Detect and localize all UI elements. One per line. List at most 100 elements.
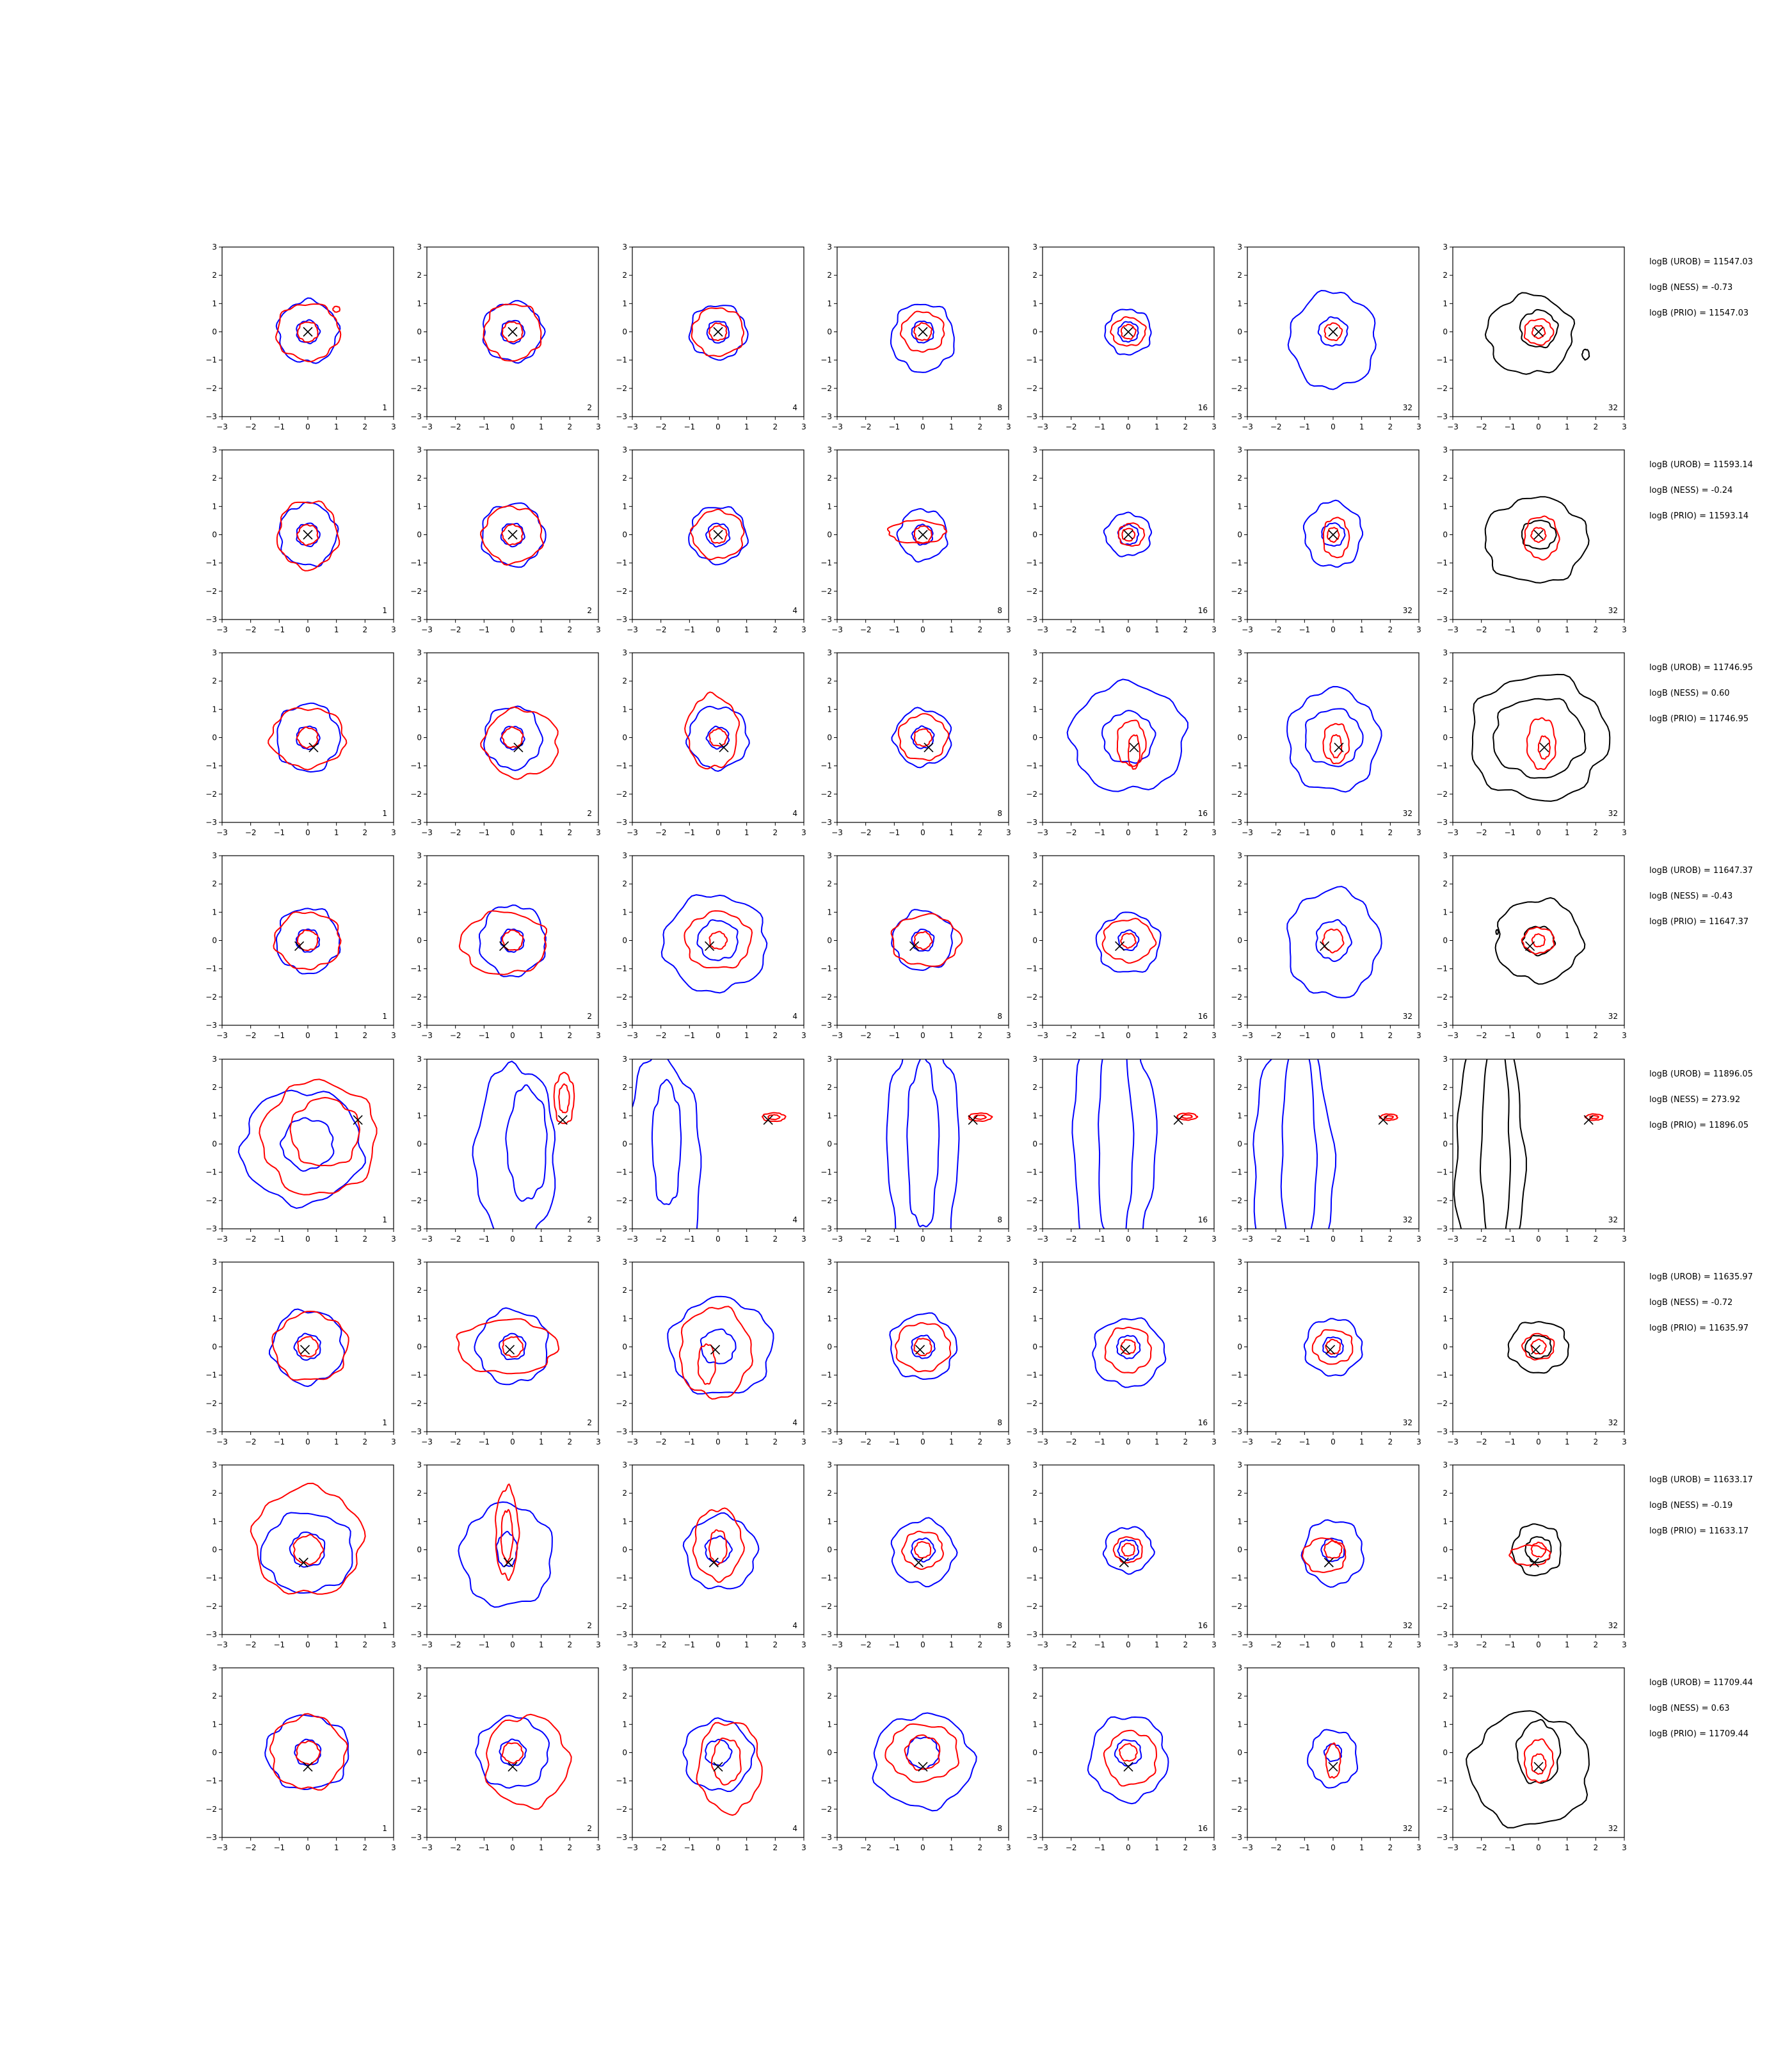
y-tick-label: −1: [820, 559, 832, 568]
y-tick-label: 0: [1237, 1140, 1242, 1149]
panel-corner-label: 16: [1198, 403, 1208, 412]
panel-r7-c2: −3 −2 −1 0 1 2 3 −3 −2 −1 0 1 2 3 2: [410, 1460, 601, 1649]
x-tick-label: 3: [801, 1031, 806, 1040]
x-tick-label: −3: [627, 1437, 638, 1446]
y-tick-label: 0: [827, 936, 832, 945]
x-tick-label: −1: [1504, 625, 1516, 634]
y-tick-label: −1: [205, 1574, 217, 1583]
y-tick-label: −2: [1231, 384, 1242, 393]
red-contour: [886, 519, 948, 544]
y-tick-label: −2: [820, 790, 832, 799]
panel-corner-label: 4: [792, 1418, 797, 1427]
x-tick-label: −1: [1299, 422, 1310, 431]
x-tick-label: −3: [216, 1843, 228, 1852]
red-contour: [696, 1722, 763, 1816]
outer-contour: [682, 1717, 756, 1793]
y-tick-label: 2: [622, 271, 627, 280]
plot-area: [1066, 678, 1188, 792]
outer-contour: [1087, 1716, 1169, 1805]
outer-contour: [890, 303, 955, 373]
y-tick-label: −2: [616, 1805, 627, 1814]
y-tick-label: 2: [1032, 474, 1037, 483]
y-tick-label: 0: [1032, 1748, 1037, 1757]
x-tick-label: −2: [655, 1437, 667, 1446]
true-value-marker: [503, 1557, 513, 1567]
y-tick-label: 0: [212, 1748, 217, 1757]
x-tick-label: −1: [478, 1640, 490, 1649]
plot-area: [632, 1059, 787, 1229]
outer-contour: [264, 1714, 349, 1791]
true-value-marker: [968, 1115, 978, 1125]
x-tick-label: −3: [1242, 1437, 1253, 1446]
x-tick-label: 2: [1594, 828, 1599, 837]
y-tick-label: −3: [616, 412, 627, 421]
true-value-marker: [1525, 941, 1535, 951]
plot-area: [275, 297, 342, 364]
y-tick-label: 1: [1443, 1517, 1448, 1526]
red-contour: [1531, 324, 1546, 339]
y-tick-label: 3: [417, 1055, 422, 1064]
y-tick-label: −2: [205, 1196, 217, 1205]
y-tick-label: 2: [212, 1083, 217, 1092]
red-contour: [708, 728, 728, 747]
red-contour: [913, 1541, 932, 1559]
x-tick-label: −1: [273, 828, 285, 837]
y-tick-label: −3: [1231, 1630, 1242, 1639]
x-tick-label: 0: [920, 1843, 925, 1852]
panel-corner-label: 32: [1403, 1621, 1412, 1630]
x-tick-label: 3: [1006, 1843, 1011, 1852]
x-tick-label: −3: [1037, 1031, 1048, 1040]
x-tick-label: −1: [273, 1640, 285, 1649]
x-tick-label: 1: [334, 1843, 339, 1852]
inner-contour: [1117, 321, 1139, 343]
y-tick-label: 3: [1237, 1663, 1242, 1672]
x-tick-label: 2: [978, 1031, 983, 1040]
x-tick-label: −1: [888, 625, 900, 634]
y-tick-label: −3: [1436, 1833, 1448, 1842]
x-tick-label: −1: [684, 1640, 695, 1649]
y-tick-label: 0: [417, 328, 422, 337]
y-tick-label: 2: [827, 474, 832, 483]
y-tick-label: −1: [1231, 1371, 1242, 1380]
x-tick-label: −2: [1270, 422, 1282, 431]
x-tick-label: −2: [655, 422, 667, 431]
panel-corner-label: 32: [1403, 1418, 1412, 1427]
x-tick-label: 0: [1536, 1437, 1541, 1446]
panel-corner-label: 32: [1608, 1215, 1618, 1224]
panel-r3-c1: −3 −2 −1 0 1 2 3 −3 −2 −1 0 1 2 3 1: [205, 648, 396, 837]
outer-contour: [275, 908, 341, 975]
red-contour: [501, 1742, 524, 1764]
y-tick-label: −1: [1231, 1168, 1242, 1177]
y-tick-label: 3: [1443, 1663, 1448, 1672]
x-tick-label: 0: [1536, 1843, 1541, 1852]
y-tick-label: −2: [820, 993, 832, 1002]
y-tick-label: 0: [212, 1546, 217, 1555]
panel-corner-label: 2: [587, 606, 592, 615]
x-tick-label: 3: [801, 625, 806, 634]
x-tick-label: 2: [363, 1640, 368, 1649]
x-tick-label: 2: [568, 1235, 573, 1244]
true-value-marker: [719, 742, 729, 753]
y-tick-label: 2: [1032, 1286, 1037, 1295]
x-tick-label: −2: [860, 1235, 872, 1244]
outer-contour: [1484, 292, 1576, 375]
panel-corner-label: 16: [1198, 606, 1208, 615]
x-tick-label: 2: [978, 1640, 983, 1649]
y-tick-label: 1: [1237, 705, 1242, 714]
y-tick-label: −3: [1231, 1021, 1242, 1030]
x-tick-label: −2: [450, 1437, 461, 1446]
x-tick-label: 3: [1006, 422, 1011, 431]
y-tick-label: 3: [622, 648, 627, 657]
y-tick-label: −1: [820, 1777, 832, 1786]
plot-area: [480, 705, 559, 780]
y-tick-label: −1: [1436, 762, 1448, 771]
y-tick-label: 1: [827, 705, 832, 714]
y-tick-label: 1: [1237, 299, 1242, 308]
y-tick-label: −2: [205, 587, 217, 596]
panel-r6-c6: −3 −2 −1 0 1 2 3 −3 −2 −1 0 1 2 3 32: [1231, 1258, 1421, 1446]
x-tick-label: −2: [245, 422, 257, 431]
x-tick-label: −1: [1094, 1235, 1105, 1244]
y-tick-label: 2: [1443, 1286, 1448, 1295]
y-tick-label: 3: [1032, 445, 1037, 454]
